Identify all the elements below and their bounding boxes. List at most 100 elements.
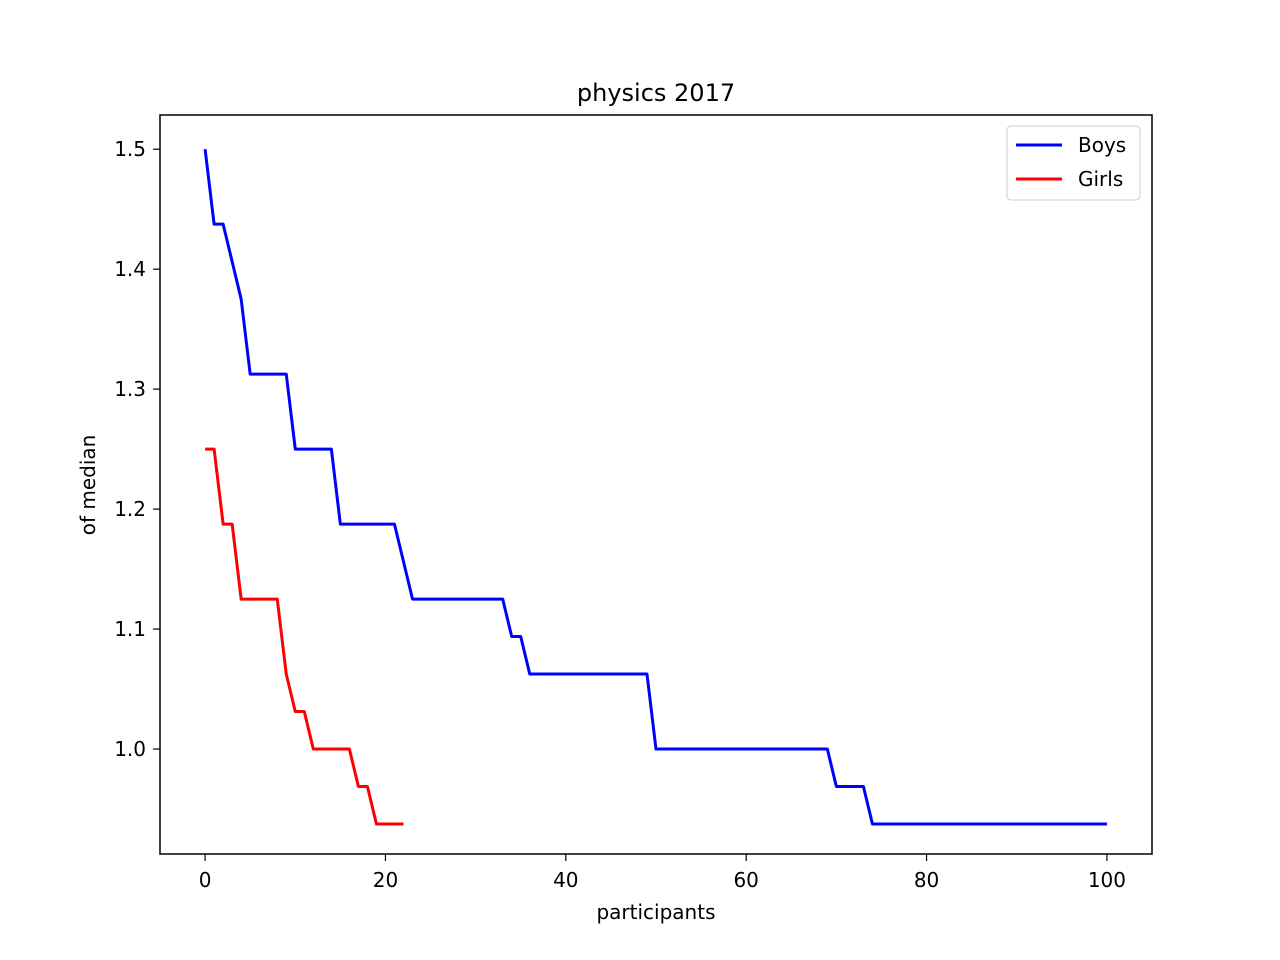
data-point-girls [276,598,279,601]
chart-title: physics 2017 [577,79,735,107]
data-point-boys [213,223,216,226]
data-point-boys [772,748,775,751]
data-point-boys [1087,823,1090,826]
y-tick-label: 1.0 [114,737,146,761]
data-point-boys [961,823,964,826]
data-point-girls [393,823,396,826]
data-point-boys [519,635,522,638]
data-point-boys [474,598,477,601]
data-point-boys [267,373,270,376]
data-point-boys [321,448,324,451]
series-layer [203,148,1108,826]
data-point-boys [934,823,937,826]
data-point-boys [303,448,306,451]
x-tick-label: 20 [373,868,398,892]
data-point-boys [1078,823,1081,826]
data-point-boys [916,823,919,826]
series-line-girls [205,447,404,826]
data-point-boys [826,748,829,751]
data-point-boys [429,598,432,601]
data-point-boys [835,785,838,788]
data-point-boys [880,823,883,826]
data-point-boys [600,673,603,676]
data-point-boys [645,673,648,676]
data-point-boys [312,448,315,451]
data-point-boys [979,823,982,826]
data-point-girls [204,448,207,451]
data-point-boys [393,523,396,526]
data-point-boys [528,673,531,676]
data-point-boys [700,748,703,751]
data-point-boys [844,785,847,788]
data-point-boys [258,373,261,376]
data-point-boys [348,523,351,526]
data-point-boys [862,785,865,788]
data-point-boys [799,748,802,751]
data-point-boys [294,448,297,451]
data-point-boys [817,748,820,751]
data-point-boys [483,598,486,601]
data-point-boys [664,748,667,751]
data-point-boys [402,560,405,563]
legend-label-boys: Boys [1078,133,1126,157]
data-point-boys [1096,823,1099,826]
legend-label-girls: Girls [1078,167,1123,191]
y-tick-label: 1.3 [114,377,146,401]
y-axis-label: of median [76,435,100,536]
data-point-boys [627,673,630,676]
x-tick-label: 60 [733,868,758,892]
data-point-boys [1105,823,1108,826]
data-point-boys [240,298,243,301]
data-point-girls [357,785,360,788]
data-point-girls [348,748,351,751]
data-point-girls [258,598,261,601]
data-point-boys [709,748,712,751]
data-point-boys [618,673,621,676]
data-point-boys [591,673,594,676]
data-point-boys [375,523,378,526]
data-point-boys [411,598,414,601]
data-point-boys [808,748,811,751]
y-tick-label: 1.5 [114,137,146,161]
data-point-boys [1060,823,1063,826]
y-tick-label: 1.1 [114,617,146,641]
data-point-girls [267,598,270,601]
data-point-boys [790,748,793,751]
data-point-boys [357,523,360,526]
data-point-boys [727,748,730,751]
data-point-boys [204,148,207,151]
y-tick-label: 1.4 [114,257,146,281]
x-tick-label: 100 [1088,868,1126,892]
data-point-boys [1051,823,1054,826]
legend: Boys Girls [1006,125,1141,201]
data-point-boys [655,748,658,751]
data-point-girls [384,823,387,826]
data-point-boys [285,373,288,376]
data-point-boys [988,823,991,826]
x-axis-label: participants [596,900,715,924]
x-tick-label: 80 [914,868,939,892]
data-point-girls [321,748,324,751]
data-point-boys [1069,823,1072,826]
data-point-girls [222,523,225,526]
data-point-boys [231,260,234,263]
data-point-girls [303,710,306,713]
data-point-boys [501,598,504,601]
data-point-boys [754,748,757,751]
data-point-boys [222,223,225,226]
data-point-boys [1024,823,1027,826]
data-point-boys [970,823,973,826]
data-point-boys [384,523,387,526]
data-point-girls [231,523,234,526]
data-point-boys [745,748,748,751]
data-point-boys [763,748,766,751]
data-point-boys [682,748,685,751]
data-point-boys [907,823,910,826]
data-point-boys [339,523,342,526]
data-point-boys [492,598,495,601]
data-point-boys [636,673,639,676]
data-point-boys [736,748,739,751]
data-point-boys [555,673,558,676]
data-point-boys [889,823,892,826]
data-point-boys [673,748,676,751]
